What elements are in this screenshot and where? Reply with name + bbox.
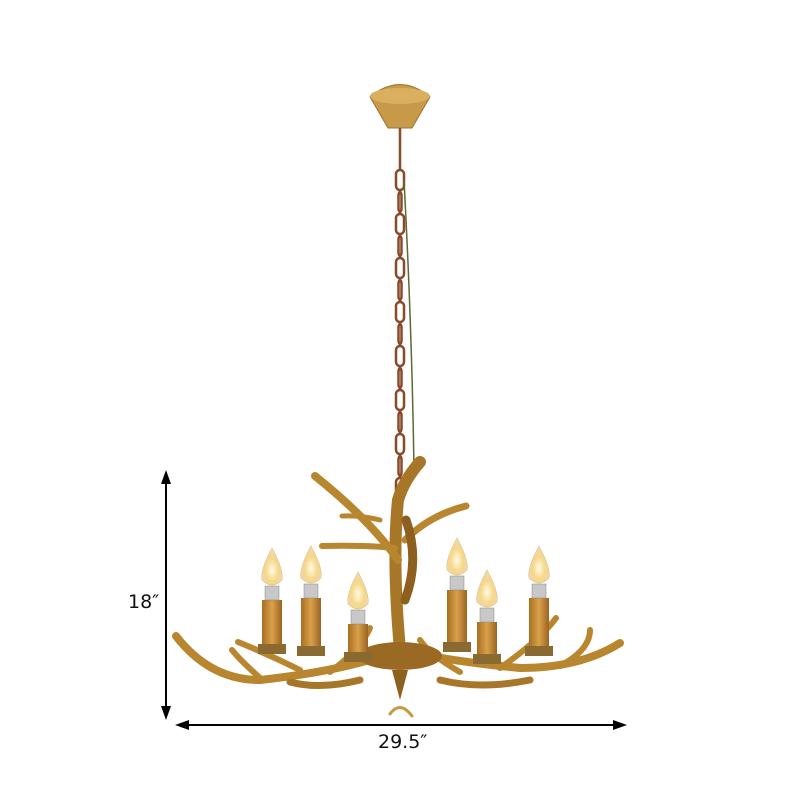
- bulb-base: [264, 585, 280, 601]
- candle: [525, 545, 553, 656]
- ceiling-canopy: [369, 84, 431, 129]
- candle-sleeve: [477, 622, 497, 658]
- candle-cup: [443, 642, 471, 652]
- flame-bulb: [446, 537, 468, 576]
- chain-link: [394, 432, 406, 456]
- chain-link: [397, 454, 403, 478]
- candle-cup: [258, 644, 286, 654]
- bulb-base: [303, 583, 319, 599]
- candle-sleeve: [348, 624, 368, 656]
- candle-cup: [473, 654, 501, 664]
- hanging-chain: [394, 128, 415, 500]
- flame-bulb: [261, 547, 283, 586]
- chain-link: [394, 344, 406, 368]
- chain-link: [397, 278, 403, 302]
- bulb-base: [531, 583, 547, 599]
- antler-body: [172, 456, 624, 718]
- chain-link: [394, 388, 406, 412]
- width-dimension-label: 29.5″: [378, 731, 428, 753]
- flame-bulb: [476, 569, 498, 608]
- candles: [258, 537, 553, 664]
- flame-bulb: [347, 571, 369, 610]
- chain-link: [397, 322, 403, 346]
- candle-sleeve: [529, 598, 549, 650]
- bulb-base: [479, 607, 495, 623]
- height-dimension-label: 18″: [128, 591, 160, 613]
- bulb-base: [449, 575, 465, 591]
- chain-link: [397, 410, 403, 434]
- candle-sleeve: [262, 600, 282, 648]
- flame-bulb: [528, 545, 550, 584]
- chain-link: [394, 300, 406, 324]
- candle: [473, 569, 501, 664]
- candle: [344, 571, 372, 662]
- chain-link: [394, 256, 406, 280]
- chain-link: [394, 168, 406, 192]
- chain-link: [394, 212, 406, 236]
- candle-sleeve: [447, 590, 467, 646]
- candle: [258, 547, 286, 654]
- chain-link: [397, 234, 403, 258]
- candle: [443, 537, 471, 652]
- candle-cup: [344, 652, 372, 662]
- candle-cup: [525, 646, 553, 656]
- chain-link: [397, 190, 403, 214]
- candle-sleeve: [301, 598, 321, 650]
- chain-link: [397, 366, 403, 390]
- candle-cup: [297, 646, 325, 656]
- candle: [297, 545, 325, 656]
- bulb-base: [350, 609, 366, 625]
- flame-bulb: [300, 545, 322, 584]
